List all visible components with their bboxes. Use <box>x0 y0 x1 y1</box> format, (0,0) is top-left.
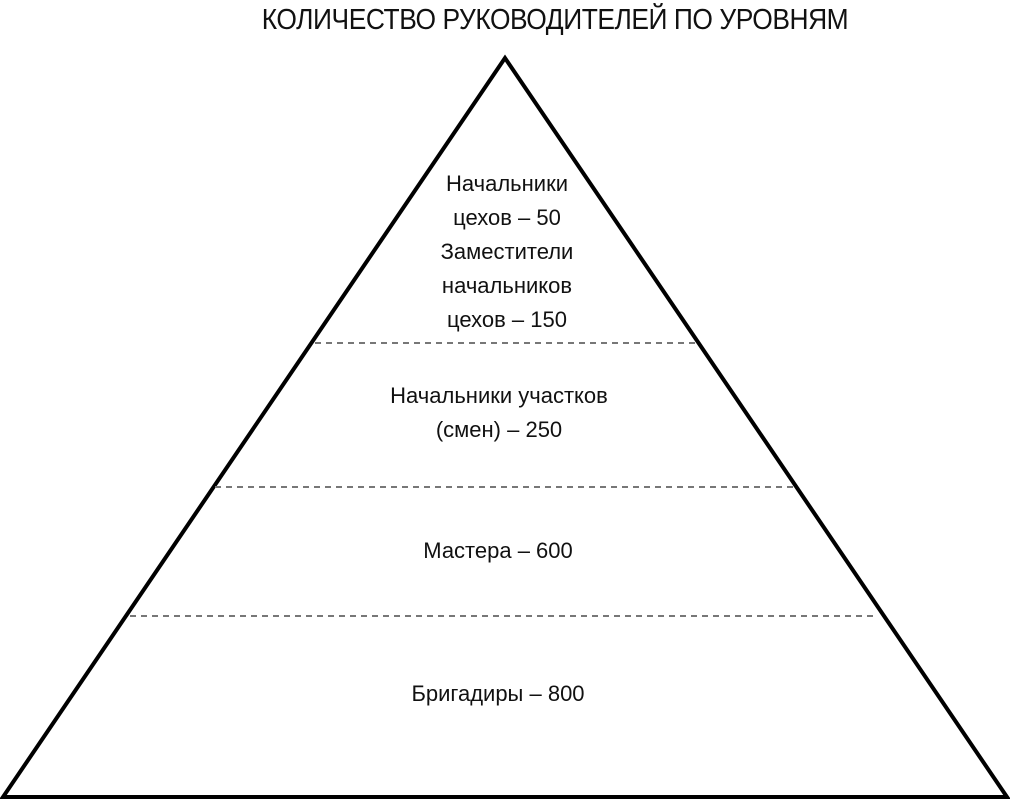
diagram-title: КОЛИЧЕСТВО РУКОВОДИТЕЛЕЙ ПО УРОВНЯМ <box>261 4 849 36</box>
level-3-label: Мастера – 600 <box>423 534 573 568</box>
label-line: Мастера – 600 <box>423 538 573 563</box>
pyramid-outline <box>0 54 1010 799</box>
label-line: Начальники участков <box>390 383 608 408</box>
level-1-label: Начальники цехов – 50 Заместители началь… <box>441 167 574 337</box>
level-4-label: Бригадиры – 800 <box>411 677 584 711</box>
label-line: цехов – 150 <box>447 307 567 332</box>
level-2-label: Начальники участков (смен) – 250 <box>390 379 608 447</box>
label-line: начальников <box>441 273 573 298</box>
label-line: Заместители <box>440 239 574 264</box>
label-line: цехов – 50 <box>453 205 561 230</box>
label-line: (смен) – 250 <box>435 417 563 442</box>
label-line: Бригадиры – 800 <box>411 681 585 706</box>
label-line: Начальники <box>446 171 568 196</box>
